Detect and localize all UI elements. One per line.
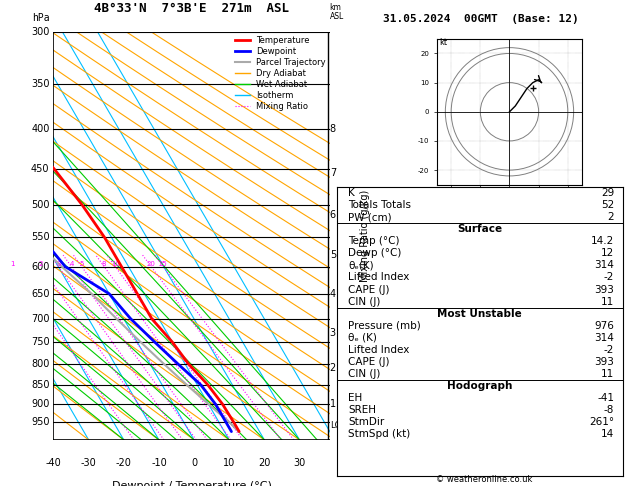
Text: 650: 650	[31, 289, 50, 299]
Text: K: K	[348, 188, 355, 198]
Text: 2: 2	[38, 260, 43, 267]
Text: 31.05.2024  00GMT  (Base: 12): 31.05.2024 00GMT (Base: 12)	[383, 15, 579, 24]
Text: StmSpd (kt): StmSpd (kt)	[348, 429, 410, 439]
Text: 4: 4	[330, 289, 336, 299]
Text: 11: 11	[601, 369, 614, 379]
Text: 950: 950	[31, 417, 50, 428]
Text: θₑ (K): θₑ (K)	[348, 333, 377, 343]
Text: kt: kt	[440, 38, 448, 47]
Text: 600: 600	[31, 261, 50, 272]
Text: 5: 5	[79, 260, 84, 267]
Text: 393: 393	[594, 357, 614, 367]
Text: CAPE (J): CAPE (J)	[348, 284, 389, 295]
Text: 25: 25	[159, 260, 167, 267]
Text: EH: EH	[348, 393, 362, 403]
Text: 30: 30	[293, 458, 306, 468]
Text: 7: 7	[330, 168, 336, 178]
Text: 20: 20	[147, 260, 155, 267]
Text: -2: -2	[604, 345, 614, 355]
Text: 2: 2	[330, 364, 336, 373]
Text: Surface: Surface	[457, 224, 502, 234]
Text: 52: 52	[601, 200, 614, 210]
Text: -20: -20	[116, 458, 131, 468]
Text: 314: 314	[594, 260, 614, 270]
Text: Dewp (°C): Dewp (°C)	[348, 248, 401, 259]
Text: © weatheronline.co.uk: © weatheronline.co.uk	[436, 474, 533, 484]
Text: 350: 350	[31, 79, 50, 89]
Text: Totals Totals: Totals Totals	[348, 200, 411, 210]
Text: -40: -40	[45, 458, 62, 468]
Text: 14: 14	[601, 429, 614, 439]
Text: 8: 8	[102, 260, 106, 267]
Text: 29: 29	[601, 188, 614, 198]
Text: Hodograph: Hodograph	[447, 381, 512, 391]
Text: -8: -8	[604, 405, 614, 415]
Text: θₑ(K): θₑ(K)	[348, 260, 374, 270]
Text: 900: 900	[31, 399, 50, 409]
Text: 11: 11	[601, 296, 614, 307]
Text: -10: -10	[151, 458, 167, 468]
Text: 4: 4	[69, 260, 74, 267]
Text: PW (cm): PW (cm)	[348, 212, 392, 222]
Text: 3: 3	[330, 328, 336, 338]
Text: 1: 1	[330, 399, 336, 409]
Text: 450: 450	[31, 164, 50, 174]
Text: 6: 6	[330, 210, 336, 220]
Text: Lifted Index: Lifted Index	[348, 273, 409, 282]
Text: Most Unstable: Most Unstable	[437, 309, 522, 319]
Text: -2: -2	[604, 273, 614, 282]
Text: 12: 12	[601, 248, 614, 259]
Text: CIN (J): CIN (J)	[348, 296, 381, 307]
Text: 8: 8	[330, 124, 336, 134]
Text: 314: 314	[594, 333, 614, 343]
Text: CIN (J): CIN (J)	[348, 369, 381, 379]
Text: km
ASL: km ASL	[330, 3, 344, 21]
Text: 4B°33'N  7°3B'E  271m  ASL: 4B°33'N 7°3B'E 271m ASL	[94, 2, 289, 15]
Text: Dewpoint / Temperature (°C): Dewpoint / Temperature (°C)	[112, 481, 272, 486]
Text: -30: -30	[81, 458, 96, 468]
Text: 300: 300	[31, 27, 50, 36]
Legend: Temperature, Dewpoint, Parcel Trajectory, Dry Adiabat, Wet Adiabat, Isotherm, Mi: Temperature, Dewpoint, Parcel Trajectory…	[231, 33, 330, 115]
Text: 550: 550	[31, 232, 50, 242]
Text: SREH: SREH	[348, 405, 376, 415]
Text: LCL: LCL	[330, 421, 345, 431]
Text: 2: 2	[608, 212, 614, 222]
Text: 14.2: 14.2	[591, 236, 614, 246]
Text: Lifted Index: Lifted Index	[348, 345, 409, 355]
Text: Pressure (mb): Pressure (mb)	[348, 321, 421, 330]
Text: 261°: 261°	[589, 417, 614, 427]
Text: 500: 500	[31, 200, 50, 210]
Text: 700: 700	[31, 314, 50, 324]
Text: 850: 850	[31, 380, 50, 390]
Text: 5: 5	[330, 250, 336, 260]
Text: 976: 976	[594, 321, 614, 330]
Text: CAPE (J): CAPE (J)	[348, 357, 389, 367]
Text: StmDir: StmDir	[348, 417, 384, 427]
Text: 1: 1	[10, 260, 14, 267]
Text: 20: 20	[258, 458, 270, 468]
Text: Temp (°C): Temp (°C)	[348, 236, 399, 246]
Text: Mixing Ratio (g/kg): Mixing Ratio (g/kg)	[360, 190, 370, 282]
Text: 10: 10	[223, 458, 235, 468]
Text: 0: 0	[191, 458, 197, 468]
Text: 393: 393	[594, 284, 614, 295]
Text: 800: 800	[31, 359, 50, 369]
Text: hPa: hPa	[32, 14, 50, 23]
Text: 3: 3	[56, 260, 60, 267]
Text: 10: 10	[111, 260, 120, 267]
Text: 750: 750	[31, 337, 50, 347]
Text: -41: -41	[597, 393, 614, 403]
Text: 400: 400	[31, 124, 50, 134]
